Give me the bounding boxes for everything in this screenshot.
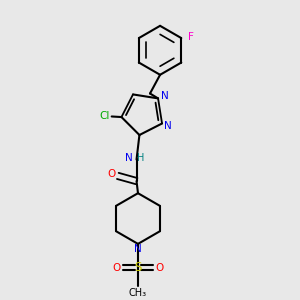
Text: N: N <box>164 122 172 131</box>
Text: N: N <box>134 244 142 254</box>
Text: S: S <box>134 261 142 274</box>
Text: N: N <box>125 153 133 163</box>
Text: CH₃: CH₃ <box>129 288 147 298</box>
Text: O: O <box>155 262 164 272</box>
Text: Cl: Cl <box>99 112 110 122</box>
Text: O: O <box>107 169 116 178</box>
Text: H: H <box>136 153 144 163</box>
Text: N: N <box>160 91 168 101</box>
Text: F: F <box>188 32 194 42</box>
Text: O: O <box>112 262 121 272</box>
